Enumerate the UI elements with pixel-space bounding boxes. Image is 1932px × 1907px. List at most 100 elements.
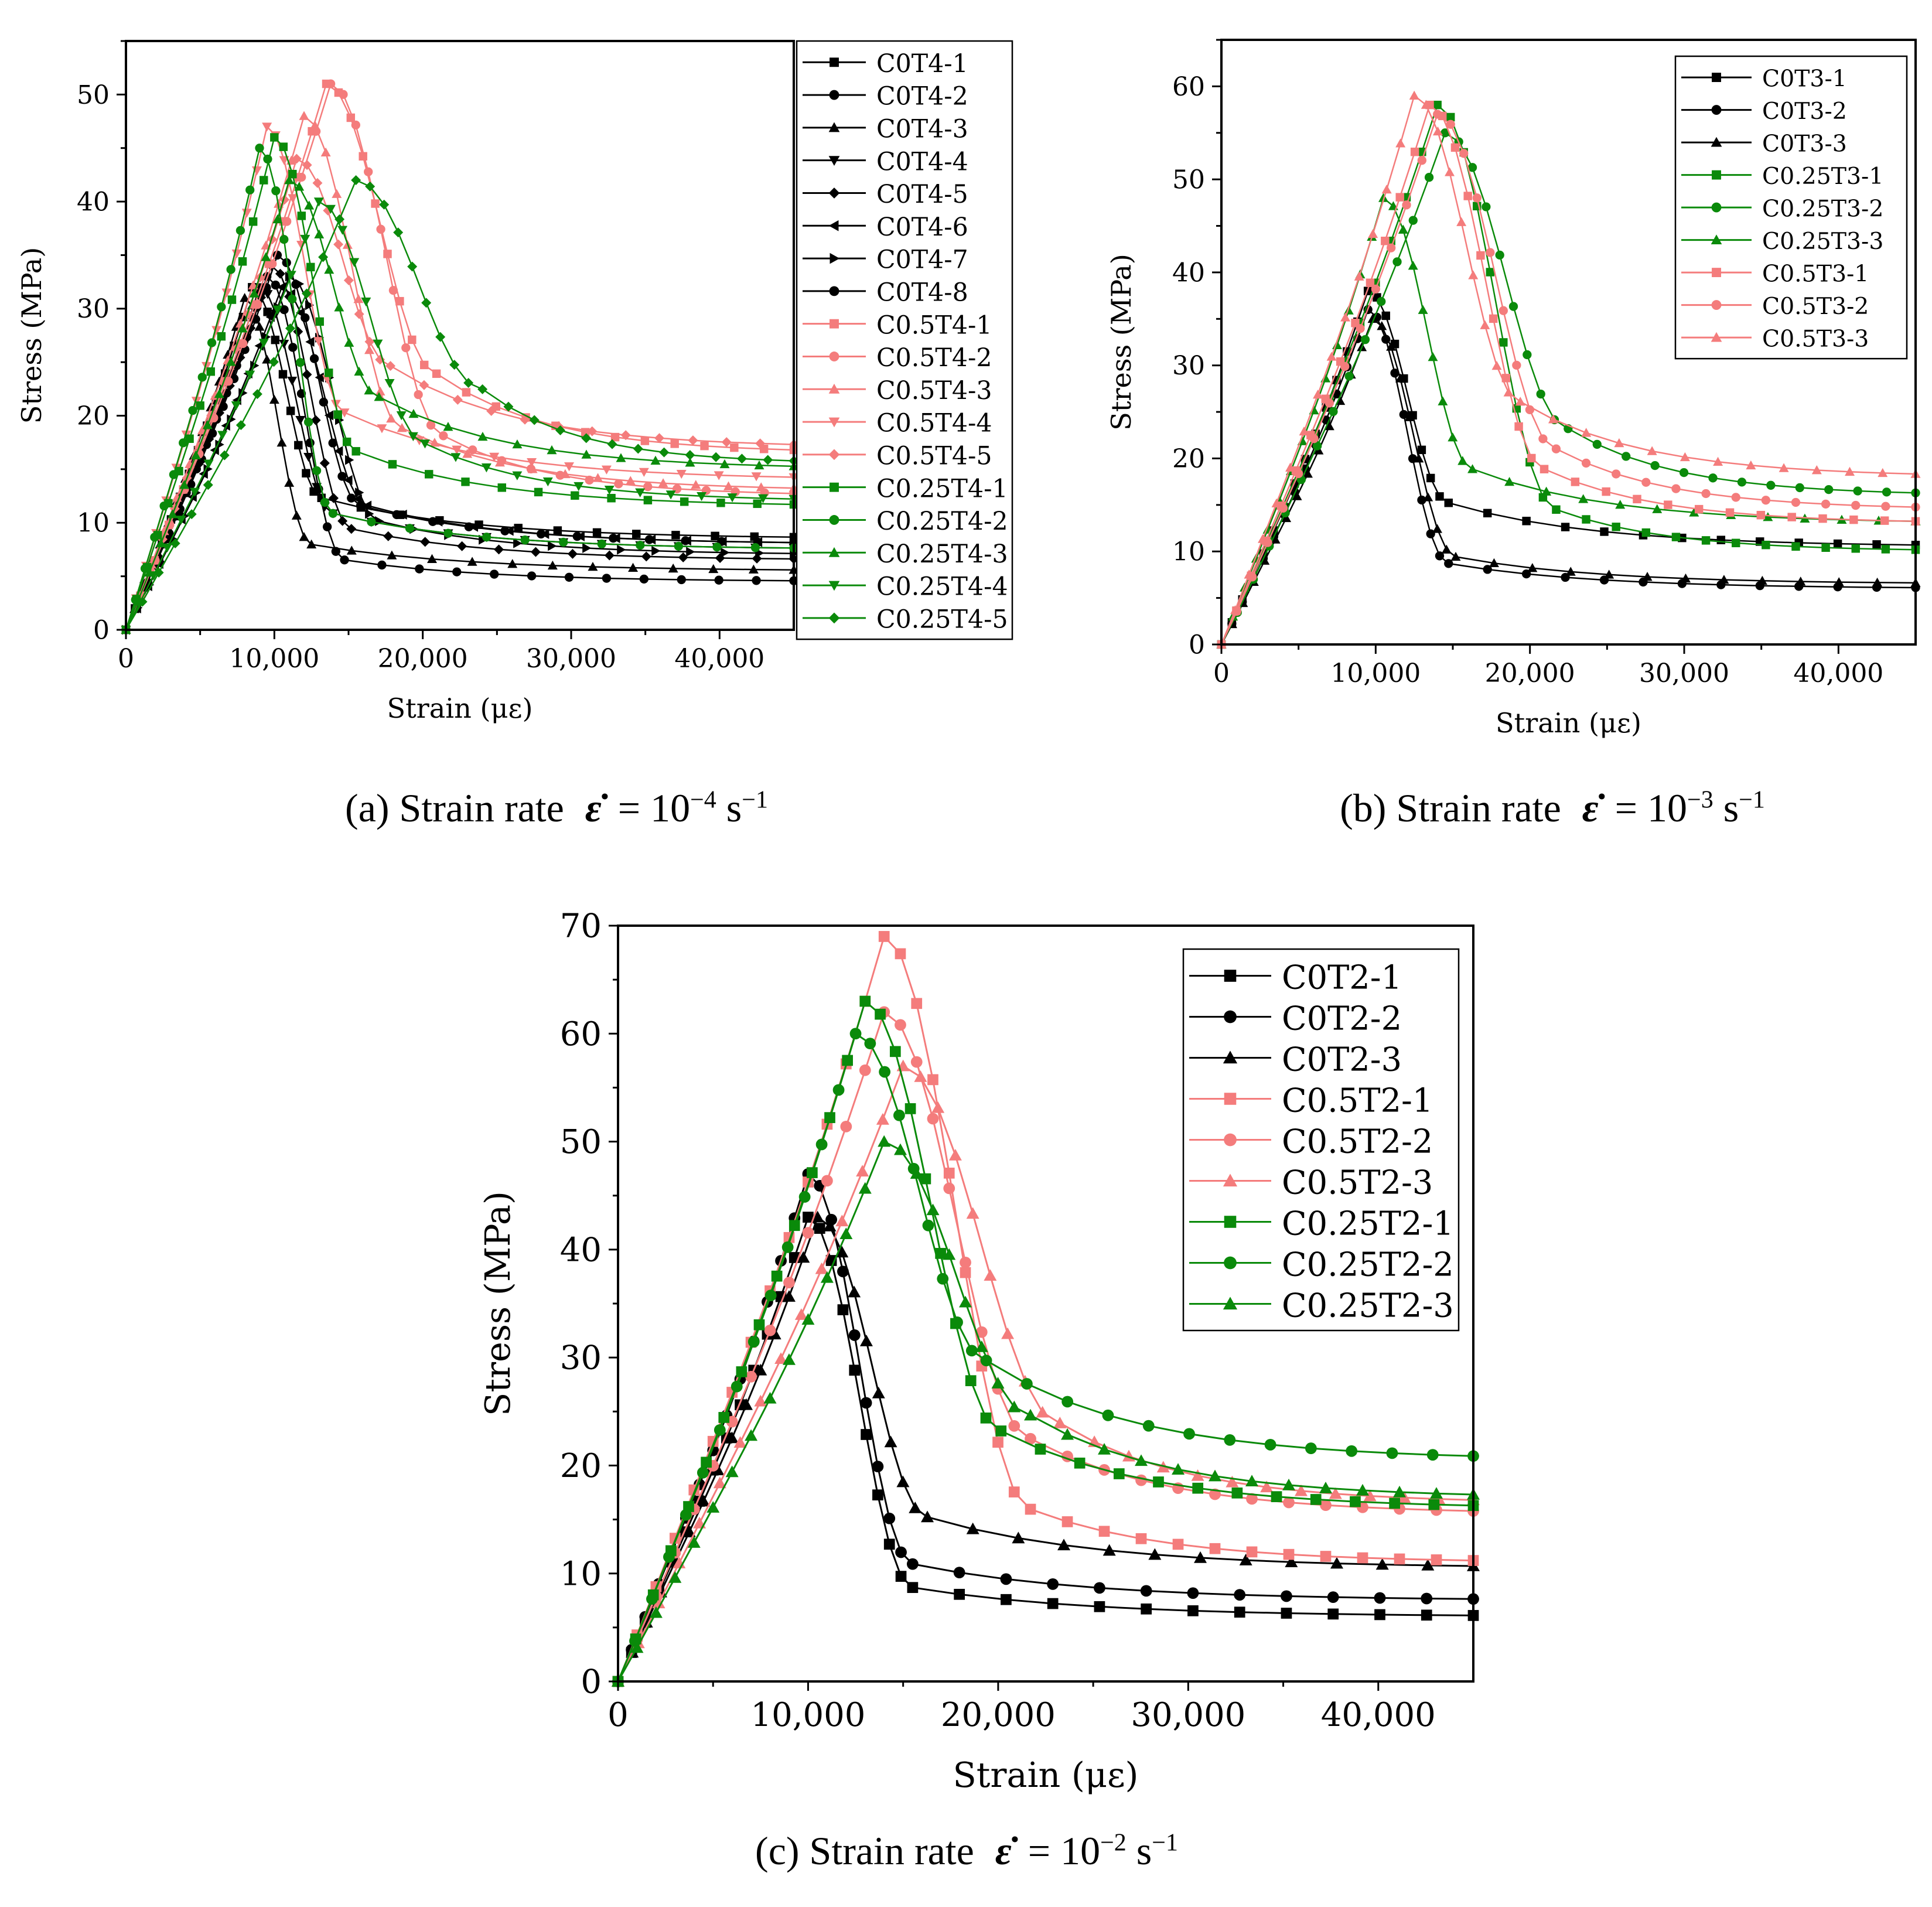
data-point: [1234, 1589, 1246, 1601]
data-point: [697, 492, 707, 502]
data-point: [1499, 306, 1508, 315]
data-point: [1246, 1546, 1258, 1558]
series-line: [617, 1065, 1474, 1682]
data-point: [1811, 465, 1822, 475]
data-point: [1025, 1503, 1036, 1515]
data-point: [140, 564, 150, 573]
data-point: [926, 1203, 940, 1216]
legend-marker: [1224, 1216, 1237, 1228]
data-point: [840, 1120, 852, 1132]
data-point: [527, 464, 538, 473]
data-point: [383, 531, 394, 541]
data-point: [286, 271, 296, 280]
data-point: [1438, 396, 1448, 405]
data-point: [337, 472, 347, 481]
data-point: [235, 226, 245, 236]
data-point: [1457, 456, 1468, 465]
data-point: [364, 385, 374, 395]
data-point: [1435, 492, 1444, 501]
data-point: [1476, 251, 1485, 260]
data-point: [609, 533, 618, 543]
data-point: [745, 1370, 757, 1383]
data-point: [467, 557, 477, 566]
data-point: [1057, 1538, 1071, 1551]
data-point: [1309, 434, 1319, 444]
data-point: [1343, 305, 1354, 315]
data-point: [668, 1571, 682, 1583]
data-point: [883, 1512, 896, 1524]
data-point: [572, 531, 582, 541]
data-point: [439, 431, 448, 441]
data-point: [223, 349, 233, 359]
y-tick-label: 40: [77, 187, 110, 217]
data-point: [401, 343, 411, 353]
data-point: [337, 516, 348, 526]
caption-b: (b) Strain rate ε̇ = 10−3 s−1: [1172, 785, 1932, 831]
data-point: [628, 562, 639, 572]
data-point: [1430, 1487, 1443, 1499]
legend-marker: [828, 417, 840, 428]
legend-item: C0.5T3-1: [1681, 260, 1869, 287]
legend-marker: [828, 449, 840, 460]
data-point: [1320, 1499, 1332, 1512]
data-point: [914, 1070, 927, 1082]
data-point: [1020, 1378, 1033, 1390]
data-point: [1881, 502, 1890, 511]
data-point: [238, 339, 248, 349]
data-point: [238, 257, 247, 266]
legend-label: C0T4-8: [876, 278, 968, 308]
series-line: [1220, 103, 1916, 645]
data-point: [783, 1290, 796, 1302]
series-c0-25t4-2: [121, 144, 798, 634]
data-point: [1435, 551, 1445, 561]
data-point: [1482, 202, 1491, 211]
data-point: [489, 452, 500, 462]
data-point: [428, 517, 438, 526]
plot-frame: [1220, 39, 1917, 646]
legend-item: C0.5T4-3: [803, 376, 992, 405]
data-point: [553, 526, 562, 535]
legend-item: C0.5T4-5: [803, 442, 992, 471]
data-point: [1285, 1555, 1298, 1567]
data-point: [1381, 311, 1390, 320]
data-point: [1367, 313, 1378, 323]
data-point: [1350, 1496, 1361, 1507]
data-point: [226, 265, 235, 274]
data-point: [1612, 523, 1620, 531]
data-point: [1292, 491, 1302, 500]
data-point: [1399, 410, 1408, 419]
data-point: [680, 497, 689, 506]
legend-marker: [829, 352, 839, 361]
data-point: [328, 493, 339, 503]
data-point: [1486, 248, 1495, 257]
data-point: [708, 564, 719, 574]
data-point: [921, 1510, 934, 1523]
series-c0-5t4-1: [121, 79, 798, 634]
data-point: [859, 1335, 873, 1346]
legend-marker: [830, 57, 839, 67]
data-point: [297, 211, 306, 220]
data-point: [457, 541, 467, 551]
legend-item: C0.25T4-5: [803, 605, 1008, 634]
data-point: [1432, 524, 1442, 533]
data-point: [1312, 441, 1322, 451]
data-point: [294, 182, 305, 191]
data-point: [534, 487, 543, 497]
data-point: [1483, 509, 1492, 518]
data-point: [1701, 489, 1711, 499]
data-point: [1604, 569, 1614, 579]
data-point: [301, 313, 310, 322]
data-point: [548, 541, 557, 551]
data-point: [1244, 569, 1254, 579]
legend-label: C0T3-1: [1762, 65, 1847, 92]
data-point: [1821, 499, 1831, 509]
data-point: [1414, 453, 1424, 463]
data-point: [636, 541, 645, 550]
data-point: [1795, 483, 1804, 493]
data-point: [1408, 261, 1418, 270]
data-point: [815, 1138, 828, 1151]
data-point: [231, 249, 242, 259]
data-point: [665, 490, 676, 500]
legend-marker: [829, 90, 839, 100]
data-point: [1486, 268, 1495, 277]
